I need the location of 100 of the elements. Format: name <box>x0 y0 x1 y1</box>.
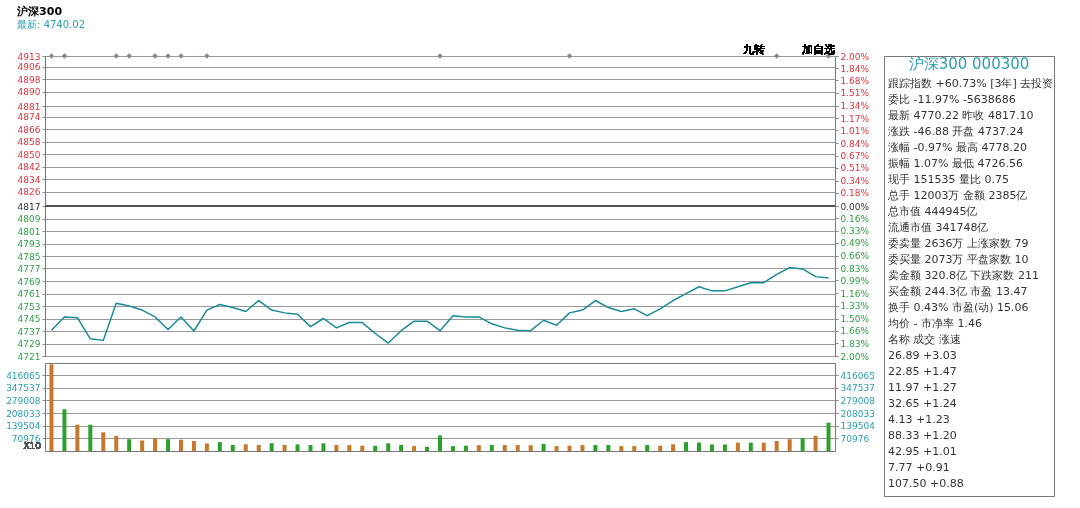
bar <box>62 409 67 451</box>
text: 26.89 +3.03 <box>888 349 957 362</box>
y2-tick-label: 1.17% <box>840 113 870 124</box>
y2-tick-label: 0.16% <box>840 213 870 224</box>
text: 委买量 2073万 平盘家数 10 <box>888 253 1029 266</box>
bar <box>735 442 740 451</box>
y-tick-label: 4858 <box>17 137 41 148</box>
y2-tick-label: 0.83% <box>840 263 870 274</box>
text: X10 <box>23 441 42 451</box>
text: 涨跌 -46.88 开盘 4737.24 <box>888 125 1024 138</box>
text: 42.95 +1.01 <box>888 445 957 458</box>
bar <box>373 445 378 451</box>
y2-tick-label: 0.99% <box>840 275 870 286</box>
bar <box>709 444 714 451</box>
bar <box>632 446 637 451</box>
bar <box>321 443 326 451</box>
y2-tick-label: 1.68% <box>840 75 870 86</box>
y2-tick-label: 1.34% <box>840 101 870 111</box>
text: 振幅 1.07% 最低 4726.56 <box>888 157 1023 170</box>
bar <box>619 446 624 451</box>
y-tick-label: 4801 <box>17 226 41 237</box>
bar <box>49 364 54 451</box>
y-tick-label: 4866 <box>17 124 41 135</box>
y-tick-label: 4842 <box>17 162 41 173</box>
text: 88.33 +1.20 <box>888 429 957 442</box>
y2-tick-label: 1.84% <box>840 63 870 74</box>
text: 22.85 +1.47 <box>888 365 957 378</box>
bar <box>463 445 468 451</box>
bar <box>515 445 520 451</box>
text: 7.77 +0.91 <box>888 461 950 474</box>
text: 买金额 244.3亿 市盈 13.47 <box>888 285 1028 298</box>
y-tick-label: 4809 <box>17 214 41 224</box>
bar <box>217 442 222 451</box>
bar <box>425 446 430 451</box>
bar <box>360 445 365 451</box>
bar <box>826 422 831 451</box>
y-tick-label: 4906 <box>17 62 41 73</box>
text: 委比 -11.97% -5638686 <box>888 93 1016 106</box>
y-tick-label: 4753 <box>17 301 41 312</box>
text: 跟踪指数 +60.73% [3年] 去投资 <box>888 77 1054 90</box>
bar <box>178 439 183 451</box>
bar <box>256 445 261 451</box>
y-tick-label: 416065 <box>6 370 41 381</box>
text: 现手 151535 量比 0.75 <box>888 173 1009 186</box>
y2-tick-label: 1.83% <box>840 338 870 349</box>
bar <box>800 438 805 451</box>
bar <box>541 443 546 451</box>
bar <box>75 424 80 451</box>
y-tick-label: 4721 <box>17 351 41 362</box>
y-tick-label: 4777 <box>17 264 41 274</box>
y2-tick-label: 1.01% <box>840 125 870 136</box>
bar <box>347 445 352 451</box>
bar <box>101 432 106 451</box>
y2-tick-label: 2.00% <box>840 351 870 362</box>
text: 4.13 +1.23 <box>888 413 950 426</box>
y2-tick-label: 2.00% <box>840 51 870 62</box>
y-tick-label: 4737 <box>17 326 41 337</box>
text: 流通市值 341748亿 <box>888 221 989 234</box>
y2-tick-label: 0.18% <box>840 188 870 198</box>
y2-tick-label: 347537 <box>840 383 875 394</box>
bar <box>127 439 132 451</box>
y2-tick-label: 0.49% <box>840 238 870 249</box>
bar <box>813 435 818 451</box>
bar <box>593 445 598 451</box>
bar <box>606 445 611 451</box>
bar <box>438 435 442 451</box>
bar <box>658 445 663 451</box>
bar <box>166 439 171 451</box>
text: 换手 0.43% 市盈(动) 15.06 <box>888 301 1029 314</box>
bar <box>308 445 313 451</box>
text: 卖金额 320.8亿 下跌家数 211 <box>888 269 1039 282</box>
chart-title: 沪深300 <box>16 5 63 18</box>
line-series <box>50 266 830 344</box>
bar <box>386 443 391 451</box>
text: 加自选 <box>802 43 835 56</box>
text: 总市值 444945亿 <box>887 205 978 218</box>
y2-tick-label: 0.51% <box>840 163 870 174</box>
y2-tick-label: 0.34% <box>840 176 870 186</box>
y2-tick-label: 70976 <box>840 433 870 444</box>
y2-tick-label: 0.84% <box>840 138 870 149</box>
bar <box>761 442 766 451</box>
y2-tick-label: 416065 <box>840 370 875 381</box>
chart-subtitle: 最新: 4740.02 <box>17 19 85 30</box>
y-tick-label: 4729 <box>17 339 41 349</box>
bar <box>567 445 572 451</box>
y-tick-label: 4785 <box>17 251 41 262</box>
y-tick-label: 4898 <box>17 74 41 85</box>
bar <box>88 424 93 451</box>
y2-tick-label: 1.51% <box>840 88 870 99</box>
text: 32.65 +1.24 <box>888 397 957 410</box>
bar <box>269 443 274 451</box>
bar <box>230 445 235 451</box>
text: 九转 <box>743 43 765 56</box>
text: 沪深300 000300 <box>908 55 1030 73</box>
y-tick-label: 4826 <box>17 187 41 198</box>
bar <box>295 444 300 451</box>
y-tick-label: 4761 <box>17 289 41 299</box>
bar <box>697 442 702 451</box>
bar <box>787 439 792 451</box>
y-tick-label: 4874 <box>17 112 41 123</box>
